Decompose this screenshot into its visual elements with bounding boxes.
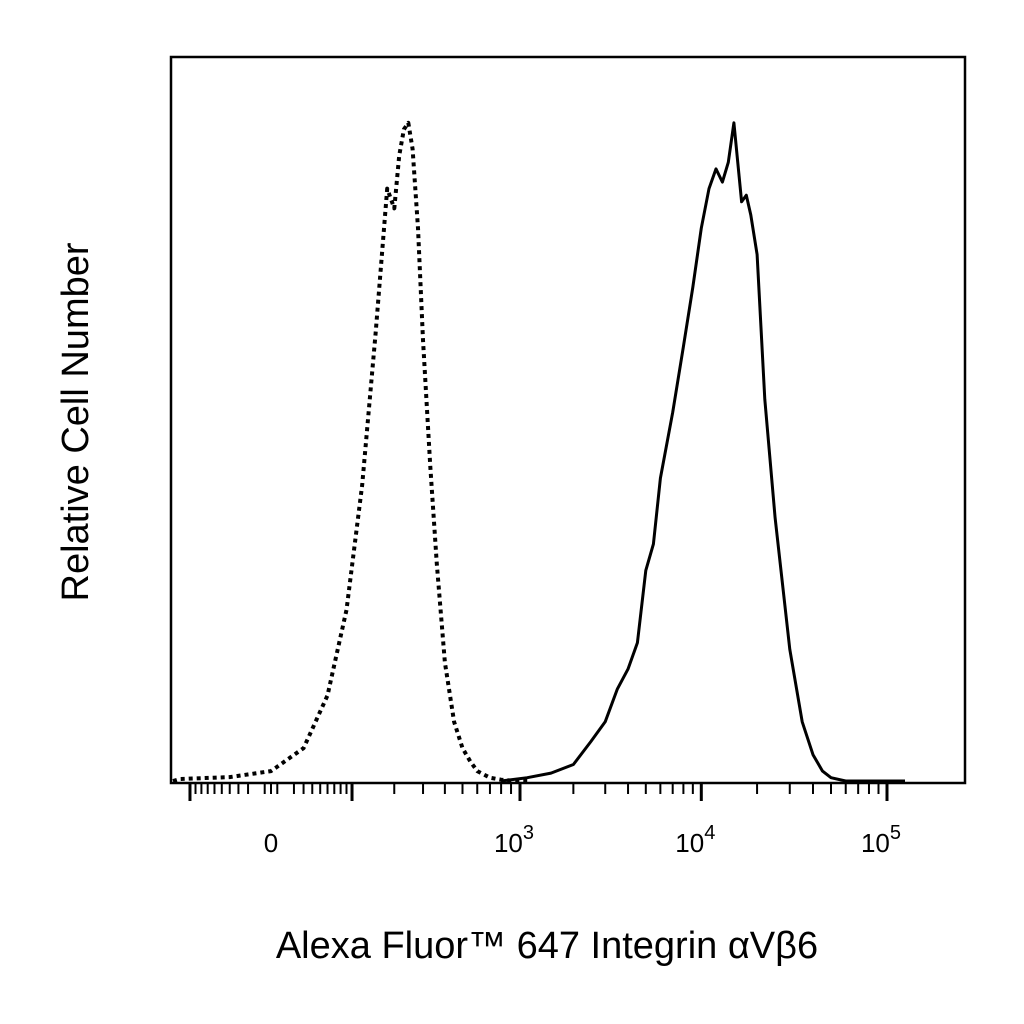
stained-histogram-line <box>500 121 905 783</box>
x-axis-title: Alexa Fluor™ 647 Integrin αVβ6 <box>276 925 818 967</box>
x-tick-label: 0 <box>264 828 278 858</box>
plot-frame <box>169 55 967 785</box>
minor-ticks <box>194 783 880 794</box>
x-tick-labels: 0 103 104 105 <box>264 822 901 858</box>
x-tick-label: 105 <box>861 822 901 858</box>
major-ticks <box>188 783 889 801</box>
x-tick-label: 103 <box>494 822 534 858</box>
control-histogram-line <box>172 120 528 783</box>
x-tick-label: 104 <box>675 822 715 858</box>
y-axis-title: Relative Cell Number <box>55 242 97 601</box>
series-layer <box>172 120 905 783</box>
